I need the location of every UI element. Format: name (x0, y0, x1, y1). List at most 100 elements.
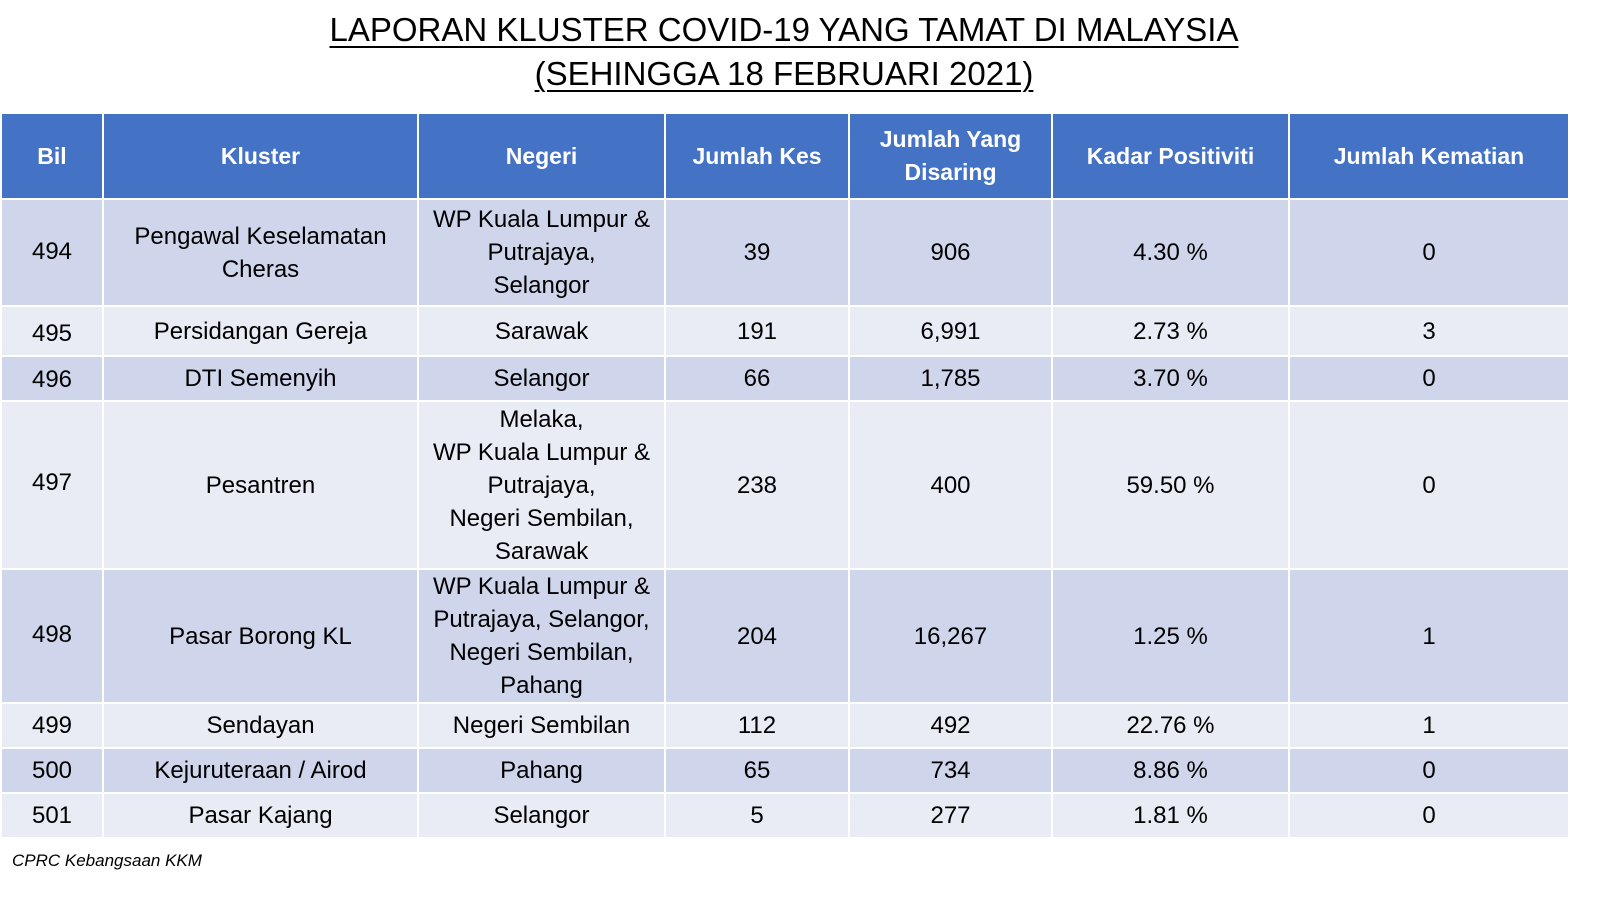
page-title: LAPORAN KLUSTER COVID-19 YANG TAMAT DI M… (0, 8, 1568, 96)
cell-kadar-positiviti: 22.76 % (1051, 702, 1290, 749)
cell-jumlah-kematian: 0 (1288, 198, 1570, 307)
cell-negeri-line: Putrajaya, (487, 471, 596, 499)
table-row: 497 Pesantren Melaka, WP Kuala Lumpur & Putr… (0, 400, 1570, 570)
table-row: 499 Sendayan Negeri Sembilan 112 492 22.76 % 1 (0, 702, 1570, 749)
cell-negeri: Pahang (417, 747, 666, 794)
cell-jumlah-kes: 112 (664, 702, 850, 749)
cell-jumlah-disaring: 492 (848, 702, 1053, 749)
title-line-2: (SEHINGGA 18 FEBRUARI 2021) (534, 55, 1034, 92)
cell-negeri: Melaka, WP Kuala Lumpur & Putrajaya, Negeri… (417, 400, 666, 570)
cell-kluster: Persidangan Gereja (102, 305, 419, 357)
cell-kluster: Pasar Borong KL (102, 568, 419, 704)
cell-negeri: WP Kuala Lumpur & Putrajaya, Selangor (417, 198, 666, 307)
cell-jumlah-kematian: 3 (1288, 305, 1570, 357)
cell-kluster-line: Pesantren (205, 471, 316, 499)
cell-jumlah-kematian: 1 (1288, 568, 1570, 704)
cell-jumlah-disaring: 16,267 (848, 568, 1053, 704)
cell-jumlah-kes: 5 (664, 792, 850, 839)
cell-kadar-positiviti: 3.70 % (1051, 355, 1290, 402)
cell-jumlah-kes: 39 (664, 198, 850, 307)
cell-kadar-positiviti: 59.50 % (1051, 400, 1290, 570)
cell-kluster-line: DTI Semenyih (184, 365, 337, 392)
cell-negeri-line: WP Kuala Lumpur & (433, 438, 650, 466)
cell-jumlah-kematian: 0 (1288, 792, 1570, 839)
cell-negeri-line: Sarawak (494, 537, 589, 565)
cell-negeri-line: Pahang (500, 757, 583, 784)
header-kadar-positiviti: Kadar Positiviti (1051, 112, 1290, 200)
cell-jumlah-kes: 238 (664, 400, 850, 570)
cell-kadar-positiviti: 8.86 % (1051, 747, 1290, 794)
cell-kadar-positiviti: 1.81 % (1051, 792, 1290, 839)
cell-kluster-line: Kejuruteraan / Airod (154, 757, 367, 784)
cell-bil: 495 (0, 305, 104, 357)
cell-negeri: Selangor (417, 792, 666, 839)
cell-jumlah-kes: 204 (664, 568, 850, 704)
cell-jumlah-disaring: 6,991 (848, 305, 1053, 357)
cell-negeri-line: WP Kuala Lumpur & (433, 573, 650, 600)
cluster-table: Bil Kluster Negeri Jumlah Kes Jumlah Yan… (0, 112, 1570, 839)
cell-jumlah-disaring: 277 (848, 792, 1053, 839)
cell-jumlah-kematian: 1 (1288, 702, 1570, 749)
cell-kluster-line: Pasar Borong KL (169, 622, 352, 650)
cell-kluster: Pesantren (102, 400, 419, 570)
cell-bil: 497 (0, 400, 104, 570)
cell-jumlah-kematian: 0 (1288, 747, 1570, 794)
cell-negeri-line: Putrajaya, (487, 239, 596, 266)
cell-negeri-line: Negeri Sembilan, (449, 639, 634, 666)
table-body: 494 Pengawal Keselamatan Cheras WP Kuala Lu… (0, 198, 1570, 839)
cell-kluster: Kejuruteraan / Airod (102, 747, 419, 794)
table-row: 500 Kejuruteraan / Airod Pahang 65 734 8.86 %… (0, 747, 1570, 794)
cell-bil: 498 (0, 568, 104, 704)
cell-bil: 501 (0, 792, 104, 839)
cell-negeri-line: Melaka, (499, 405, 584, 433)
cell-jumlah-disaring: 906 (848, 198, 1053, 307)
table-row: 494 Pengawal Keselamatan Cheras WP Kuala Lu… (0, 198, 1570, 307)
header-bil: Bil (0, 112, 104, 200)
cell-kluster-line: Sendayan (206, 712, 315, 739)
header-negeri: Negeri (417, 112, 666, 200)
cell-jumlah-kematian: 0 (1288, 400, 1570, 570)
cell-negeri: Negeri Sembilan (417, 702, 666, 749)
cell-kadar-positiviti: 1.25 % (1051, 568, 1290, 704)
cell-jumlah-kes: 66 (664, 355, 850, 402)
cell-jumlah-disaring: 734 (848, 747, 1053, 794)
cell-kadar-positiviti: 4.30 % (1051, 198, 1290, 307)
cell-negeri-line: Selangor (493, 272, 590, 299)
cell-kluster: DTI Semenyih (102, 355, 419, 402)
cell-jumlah-disaring: 400 (848, 400, 1053, 570)
cell-negeri-line: Pahang (500, 672, 583, 699)
cell-negeri-line: Negeri Sembilan (452, 712, 631, 739)
header-jumlah-kematian: Jumlah Kematian (1288, 112, 1570, 200)
cell-negeri-line: Sarawak (494, 317, 589, 345)
cell-kadar-positiviti: 2.73 % (1051, 305, 1290, 357)
cell-kluster: Pengawal Keselamatan Cheras (102, 198, 419, 307)
header-kluster: Kluster (102, 112, 419, 200)
cell-jumlah-disaring: 1,785 (848, 355, 1053, 402)
cell-jumlah-kes: 191 (664, 305, 850, 357)
cell-kluster: Sendayan (102, 702, 419, 749)
cell-bil: 496 (0, 355, 104, 402)
title-line-1: LAPORAN KLUSTER COVID-19 YANG TAMAT DI M… (329, 11, 1239, 48)
cell-kluster-line: Persidangan Gereja (153, 317, 368, 345)
cell-negeri-line: WP Kuala Lumpur & (433, 206, 650, 233)
cell-bil: 494 (0, 198, 104, 307)
table-row: 495 Persidangan Gereja Sarawak 191 6,991 2.73… (0, 305, 1570, 357)
cell-jumlah-kematian: 0 (1288, 355, 1570, 402)
header-jumlah-disaring: Jumlah Yang Disaring (848, 112, 1053, 200)
cell-negeri: Sarawak (417, 305, 666, 357)
table-row: 498 Pasar Borong KL WP Kuala Lumpur & Putra… (0, 568, 1570, 704)
source-footer: CPRC Kebangsaan KKM (12, 851, 202, 870)
cell-negeri: WP Kuala Lumpur & Putrajaya, Selangor, Neg… (417, 568, 666, 704)
cell-negeri-line: Negeri Sembilan, (449, 504, 634, 532)
cell-kluster-line: Pasar Kajang (188, 802, 333, 829)
table-row: 501 Pasar Kajang Selangor 5 277 1.81 % 0 (0, 792, 1570, 839)
table-row: 496 DTI Semenyih Selangor 66 1,785 3.70 % 0 (0, 355, 1570, 402)
cell-kluster: Pasar Kajang (102, 792, 419, 839)
cell-negeri-line: Selangor (493, 365, 590, 392)
header-jumlah-kes: Jumlah Kes (664, 112, 850, 200)
cell-bil: 499 (0, 702, 104, 749)
cell-bil: 500 (0, 747, 104, 794)
table-header-row: Bil Kluster Negeri Jumlah Kes Jumlah Yan… (0, 112, 1570, 200)
cell-jumlah-kes: 65 (664, 747, 850, 794)
cell-negeri: Selangor (417, 355, 666, 402)
